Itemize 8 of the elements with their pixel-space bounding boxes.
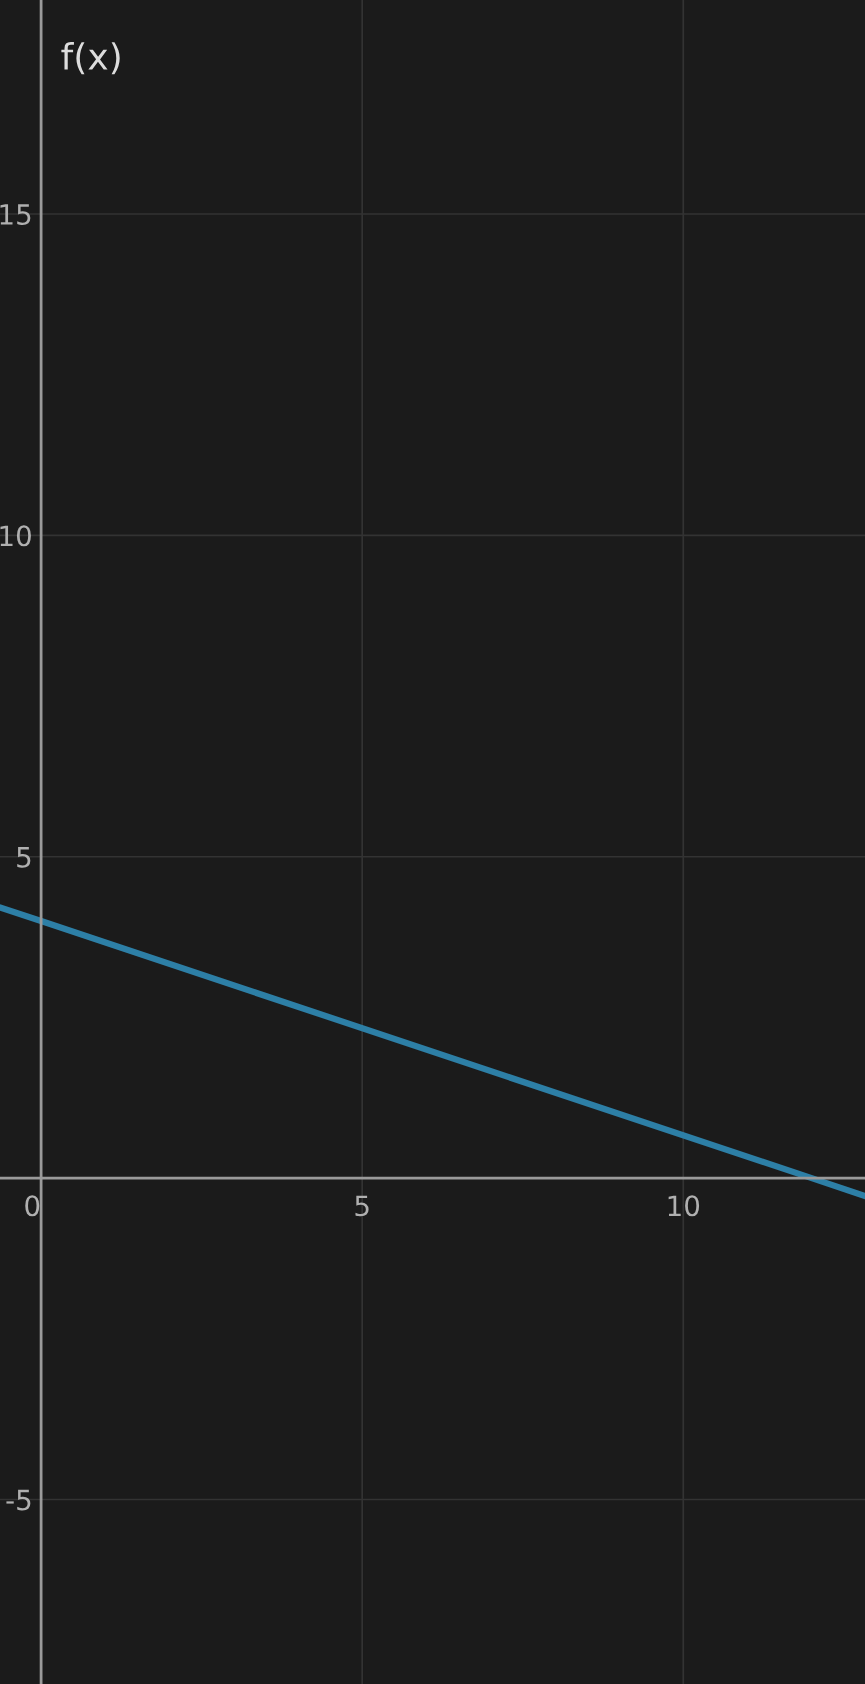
y-tick-label: -5 <box>6 1489 31 1511</box>
x-tick-label: 5 <box>355 1195 369 1217</box>
x-tick-label: 0 <box>25 1195 40 1217</box>
annotation: f(x) <box>61 42 120 75</box>
y-tick-label: 15 <box>0 204 31 225</box>
y-tick-label: 10 <box>0 525 31 547</box>
x-tick-label: 10 <box>668 1195 700 1217</box>
y-tick-label: 5 <box>17 847 31 868</box>
